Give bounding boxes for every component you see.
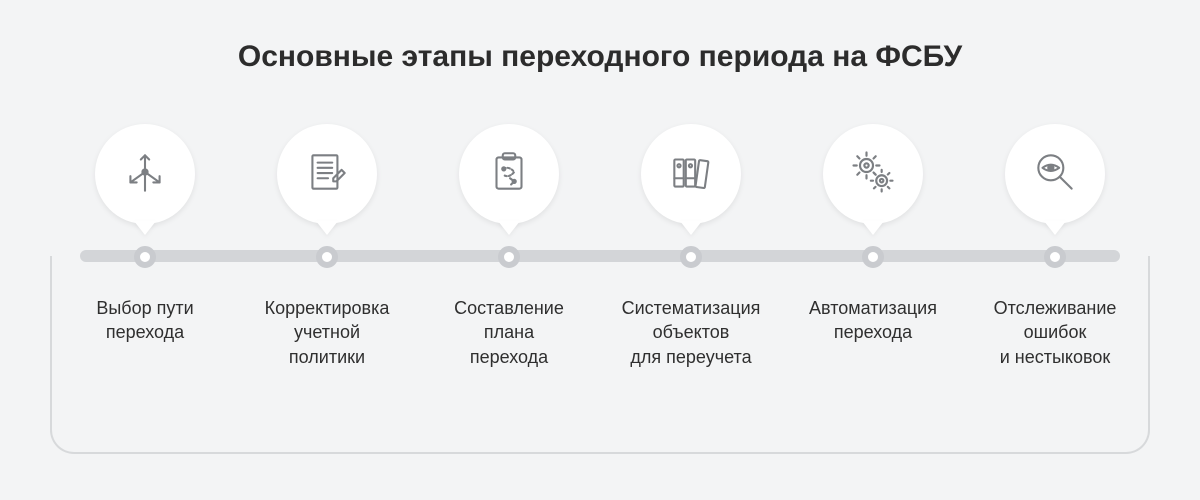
- step-3: Составление плана перехода: [424, 124, 594, 369]
- gears-icon: [847, 146, 899, 203]
- timeline-dot: [316, 246, 338, 268]
- binders-icon: [666, 147, 716, 202]
- clipboard-plan-icon: [484, 147, 534, 202]
- timeline-dot: [134, 246, 156, 268]
- step-label: Систематизация объектов для переучета: [622, 296, 761, 369]
- step-label: Составление плана перехода: [454, 296, 564, 369]
- step-label: Отслеживание ошибок и нестыковок: [994, 296, 1117, 369]
- timeline-dot: [1044, 246, 1066, 268]
- step-label: Автоматизация перехода: [809, 296, 937, 345]
- timeline-diagram: Выбор пути перехода Корректировка учетн: [50, 124, 1150, 454]
- steps-row: Выбор пути перехода Корректировка учетн: [50, 124, 1150, 369]
- step-4: Систематизация объектов для переучета: [606, 124, 776, 369]
- timeline-dot: [862, 246, 884, 268]
- step-bubble: [95, 124, 195, 224]
- step-bubble: [1005, 124, 1105, 224]
- timeline-dot: [680, 246, 702, 268]
- step-bubble: [277, 124, 377, 224]
- step-label: Выбор пути перехода: [96, 296, 193, 345]
- page-title: Основные этапы переходного периода на ФС…: [0, 0, 1200, 74]
- step-label: Корректировка учетной политики: [265, 296, 390, 369]
- step-2: Корректировка учетной политики: [242, 124, 412, 369]
- magnifier-eye-icon: [1030, 147, 1080, 202]
- directions-icon: [120, 147, 170, 202]
- step-bubble: [459, 124, 559, 224]
- step-5: Автоматизация перехода: [788, 124, 958, 369]
- edit-document-icon: [302, 147, 352, 202]
- step-6: Отслеживание ошибок и нестыковок: [970, 124, 1140, 369]
- step-bubble: [641, 124, 741, 224]
- step-bubble: [823, 124, 923, 224]
- timeline-dot: [498, 246, 520, 268]
- step-1: Выбор пути перехода: [60, 124, 230, 369]
